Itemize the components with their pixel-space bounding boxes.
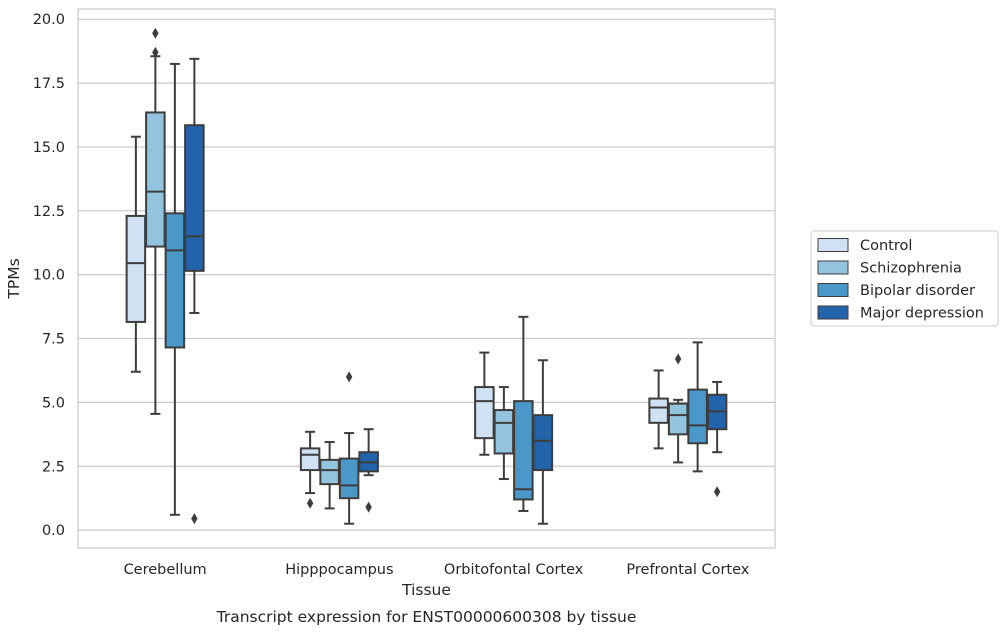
box-bipolar-disorder <box>338 371 360 525</box>
legend: Control Schizophrenia Bipolar disorder Majo… <box>810 230 999 327</box>
box-bipolar-disorder <box>164 62 186 516</box>
chart-caption: Transcript expression for ENST0000060030… <box>216 608 637 626</box>
iqr-box <box>532 414 554 472</box>
box-bipolar-disorder <box>513 315 534 512</box>
outlier-point <box>152 46 159 58</box>
x-tick-label: Cerebellum <box>124 562 207 578</box>
y-tick-label: 7.5 <box>42 332 65 348</box>
box-major-depression <box>706 380 728 498</box>
outlier-point <box>152 27 159 39</box>
box-bipolar-disorder <box>687 341 708 473</box>
x-tick-label: Orbitofontal Cortex <box>444 562 584 578</box>
iqr-box <box>513 400 534 501</box>
outlier-point <box>713 486 721 498</box>
outlier-point <box>674 353 682 365</box>
gridlines <box>78 18 775 531</box>
iqr-box <box>145 111 166 248</box>
box-control <box>299 430 321 509</box>
iqr-box <box>667 402 689 436</box>
legend-swatch <box>817 238 849 252</box>
iqr-box <box>648 397 669 424</box>
legend-frame <box>810 230 999 327</box>
y-axis-ticks: 0.0 2.5 5.0 7.5 10.0 12.5 15.0 17.5 20.0 <box>33 12 65 539</box>
x-tick-label: Hipppocampus <box>285 562 393 578</box>
y-tick-label: 5.0 <box>42 395 65 411</box>
legend-swatch <box>817 305 849 320</box>
x-tick-label: Prefrontal Cortex <box>626 562 749 578</box>
outlier-point <box>365 501 372 513</box>
iqr-box <box>125 214 147 323</box>
box-major-depression <box>184 57 205 525</box>
iqr-box <box>474 386 495 440</box>
y-tick-label: 17.5 <box>33 76 65 92</box>
y-tick-label: 12.5 <box>33 204 65 220</box>
legend-label: Schizophrenia <box>860 261 962 277</box>
legend-swatch <box>817 283 849 297</box>
iqr-box <box>687 388 708 445</box>
y-tick-label: 20.0 <box>33 12 65 28</box>
legend-label: Control <box>860 238 912 254</box>
box-major-depression <box>532 359 554 525</box>
legend-swatch <box>817 260 849 275</box>
iqr-box <box>164 212 186 349</box>
box-control <box>125 135 147 373</box>
iqr-box <box>493 409 515 455</box>
outlier-point <box>306 497 314 509</box>
y-tick-label: 0.0 <box>42 523 65 539</box>
y-tick-label: 15.0 <box>33 140 65 156</box>
y-tick-label: 10.0 <box>33 268 65 284</box>
iqr-box <box>338 457 360 500</box>
y-axis-label: TPMs <box>5 258 23 299</box>
box-schizophrenia <box>493 386 515 481</box>
outlier-point <box>345 371 353 383</box>
legend-label: Major depression <box>860 306 984 322</box>
y-tick-label: 2.5 <box>42 459 65 475</box>
box-schizophrenia <box>145 27 166 415</box>
box-major-depression <box>358 428 379 513</box>
legend-label: Bipolar disorder <box>860 283 975 299</box>
x-axis-label: Tissue <box>401 581 451 599</box>
outlier-point <box>191 513 198 525</box>
iqr-box <box>319 458 340 486</box>
x-axis-ticks: Cerebellum Hipppocampus Orbitofontal Corte… <box>124 562 750 578</box>
iqr-box <box>184 124 205 272</box>
boxes <box>125 27 728 525</box>
iqr-box <box>299 447 321 472</box>
